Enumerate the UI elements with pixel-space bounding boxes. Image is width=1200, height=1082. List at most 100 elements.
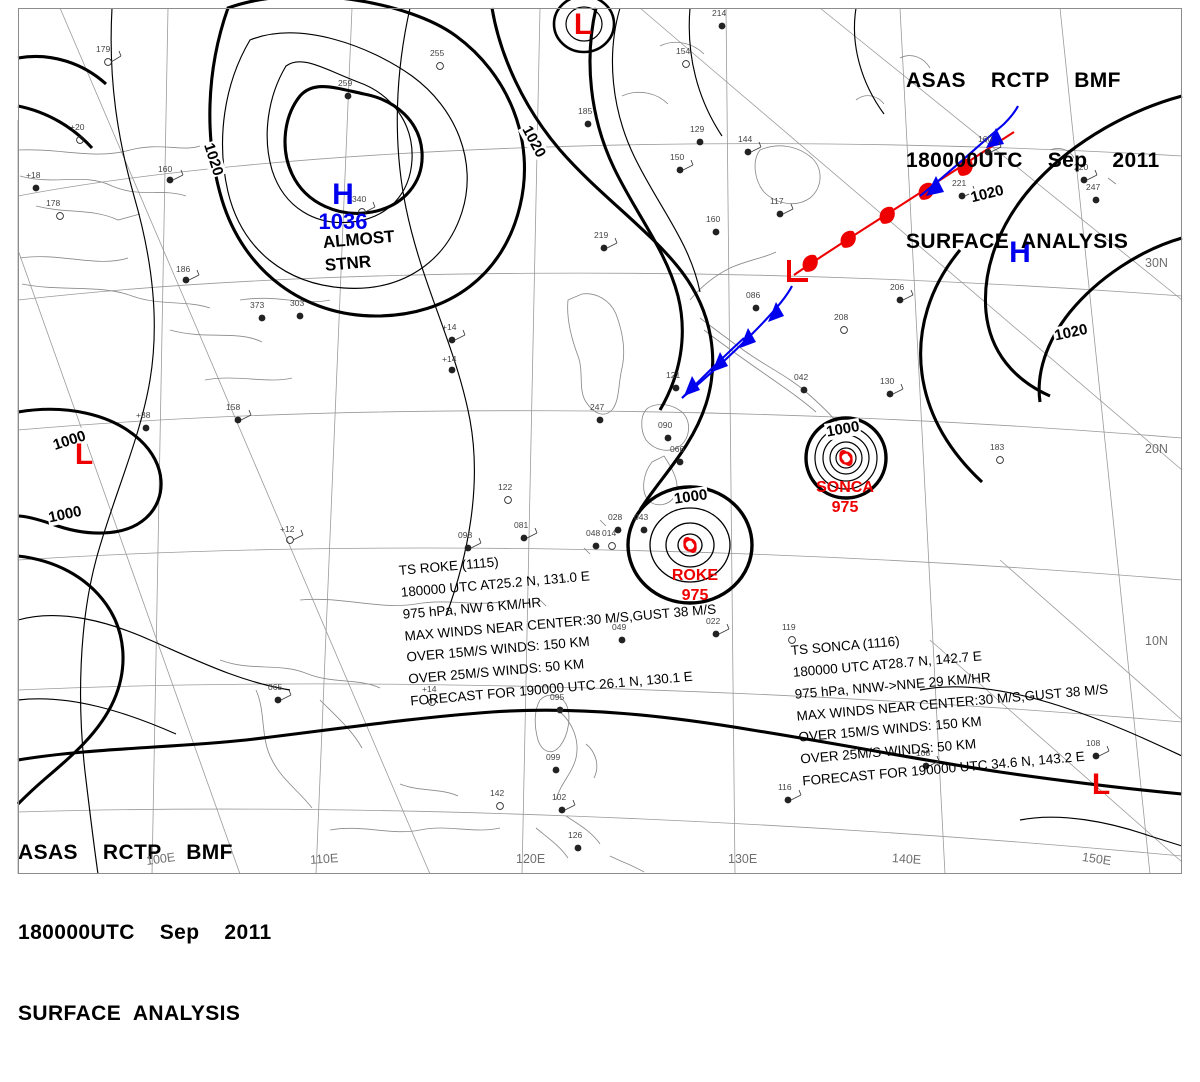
svg-text:220: 220 xyxy=(1074,162,1088,172)
low-glyph: L xyxy=(573,8,593,41)
storm-pressure: 975 xyxy=(681,587,709,604)
storm-label-sonca[interactable]: SONCA 975 xyxy=(800,478,890,518)
high-glyph: H xyxy=(332,178,354,211)
longitude-label: 140E xyxy=(891,850,922,868)
svg-text:086: 086 xyxy=(746,290,760,300)
svg-text:178: 178 xyxy=(46,198,60,208)
high-pressure-marker-main[interactable]: H 1036 xyxy=(313,180,373,233)
svg-text:130: 130 xyxy=(880,376,894,386)
svg-text:142: 142 xyxy=(490,788,504,798)
svg-text:340: 340 xyxy=(352,194,366,204)
svg-text:219: 219 xyxy=(594,230,608,240)
cold-front-line-ne xyxy=(919,105,1019,197)
front-low-marker xyxy=(787,260,808,282)
svg-text:160: 160 xyxy=(158,164,172,174)
svg-text:+20: +20 xyxy=(70,122,85,132)
svg-text:206: 206 xyxy=(890,282,904,292)
surface-analysis-chart: 179 160 178 186 158 +12 303 373 259 340 255 +1… xyxy=(16,0,1183,1025)
low-pressure-marker-top[interactable]: L xyxy=(565,10,601,40)
svg-text:183: 183 xyxy=(990,442,1004,452)
svg-text:+14: +14 xyxy=(442,354,457,364)
latitude-label: 20N xyxy=(1145,442,1168,456)
svg-text:121: 121 xyxy=(666,370,680,380)
svg-text:126: 126 xyxy=(568,830,582,840)
isobar-layer xyxy=(16,0,1183,875)
svg-text:119: 119 xyxy=(782,622,796,632)
svg-text:081: 081 xyxy=(514,520,528,530)
svg-text:022: 022 xyxy=(706,616,720,626)
low-top-isobars xyxy=(552,0,616,54)
latitude-label: 30N xyxy=(1145,256,1168,270)
title-line-product: ASAS RCTP BMF xyxy=(906,68,1121,92)
storm-label-roke[interactable]: ROKE 975 xyxy=(650,566,740,606)
svg-text:158: 158 xyxy=(226,402,240,412)
svg-text:+12: +12 xyxy=(280,524,295,534)
svg-text:065: 065 xyxy=(268,682,282,692)
title-block-top-right: ASAS RCTP BMF 180000UTC Sep 2011 SURFACE… xyxy=(906,14,1160,310)
storm-info-sonca: TS SONCA (1116) 180000 UTC AT28.7 N, 142… xyxy=(790,613,1115,793)
high-pressure-marker-right[interactable]: H xyxy=(1000,238,1040,268)
svg-text:160: 160 xyxy=(706,214,720,224)
svg-text:108: 108 xyxy=(916,748,930,758)
basemap-layer xyxy=(17,7,1183,875)
storm-name: SONCA xyxy=(816,479,874,496)
svg-text:+18: +18 xyxy=(26,170,41,180)
svg-text:102: 102 xyxy=(552,792,566,802)
svg-text:108: 108 xyxy=(1086,738,1100,748)
svg-text:247: 247 xyxy=(1086,182,1100,192)
longitude-label: 110E xyxy=(309,851,339,867)
title-line-analysis: SURFACE ANALYSIS xyxy=(906,230,1129,253)
svg-text:129: 129 xyxy=(690,124,704,134)
svg-text:042: 042 xyxy=(794,372,808,382)
svg-text:179: 179 xyxy=(96,44,110,54)
svg-text:095: 095 xyxy=(550,692,564,702)
svg-text:208: 208 xyxy=(834,312,848,322)
graticule-lines xyxy=(17,7,1183,875)
svg-text:098: 098 xyxy=(458,530,472,540)
svg-text:+14: +14 xyxy=(422,684,437,694)
svg-text:066: 066 xyxy=(670,444,684,454)
svg-text:144: 144 xyxy=(738,134,752,144)
title-line-datetime: 180000UTC Sep 2011 xyxy=(906,149,1160,173)
storm-info-roke: TS ROKE (1115) 180000 UTC AT25.2 N, 131.… xyxy=(398,533,723,713)
high-glyph: H xyxy=(1009,236,1031,269)
title-line-analysis: SURFACE ANALYSIS xyxy=(18,1002,241,1025)
svg-text:014: 014 xyxy=(602,528,616,538)
title-block-bottom-left: ASAS RCTP BMF 180000UTC Sep 2011 SURFACE… xyxy=(18,786,272,1082)
low-glyph: L xyxy=(74,438,94,471)
svg-text:099: 099 xyxy=(546,752,560,762)
almost-stationary-label: ALMOST STNR xyxy=(322,226,396,275)
svg-text:214: 214 xyxy=(712,8,726,18)
svg-text:043: 043 xyxy=(634,512,648,522)
latitude-label: 10N xyxy=(1145,634,1168,648)
svg-text:160: 160 xyxy=(978,134,992,144)
station-plot-layer: 179 160 178 186 158 +12 303 373 259 340 255 +1… xyxy=(26,8,1110,852)
svg-text:373: 373 xyxy=(250,300,264,310)
svg-text:117: 117 xyxy=(770,196,784,206)
svg-text:255: 255 xyxy=(430,48,444,58)
svg-text:122: 122 xyxy=(498,482,512,492)
low-glyph: L xyxy=(1091,768,1111,801)
title-line-product: ASAS RCTP BMF xyxy=(18,840,233,864)
low-pressure-marker-left[interactable]: L xyxy=(66,440,102,470)
svg-text:+38: +38 xyxy=(136,410,151,420)
svg-text:048: 048 xyxy=(586,528,600,538)
svg-text:090: 090 xyxy=(658,420,672,430)
svg-text:154: 154 xyxy=(676,46,690,56)
low-pressure-marker-bottom-right[interactable]: L xyxy=(1083,770,1119,800)
svg-text:028: 028 xyxy=(608,512,622,522)
svg-text:049: 049 xyxy=(612,622,626,632)
svg-text:185: 185 xyxy=(578,106,592,116)
isobars-thin xyxy=(17,7,1183,875)
longitude-label: 130E xyxy=(728,852,758,866)
svg-text:+14: +14 xyxy=(442,322,457,332)
isobars-thick xyxy=(16,0,1183,806)
svg-text:303: 303 xyxy=(290,298,304,308)
longitude-label: 120E xyxy=(516,852,546,866)
storm-pressure: 975 xyxy=(831,499,859,516)
cold-front-line-sw xyxy=(681,337,745,399)
high-value: 1036 xyxy=(318,209,368,234)
title-line-datetime: 180000UTC Sep 2011 xyxy=(18,921,272,945)
svg-text:247: 247 xyxy=(590,402,604,412)
cold-front-line xyxy=(681,285,793,399)
